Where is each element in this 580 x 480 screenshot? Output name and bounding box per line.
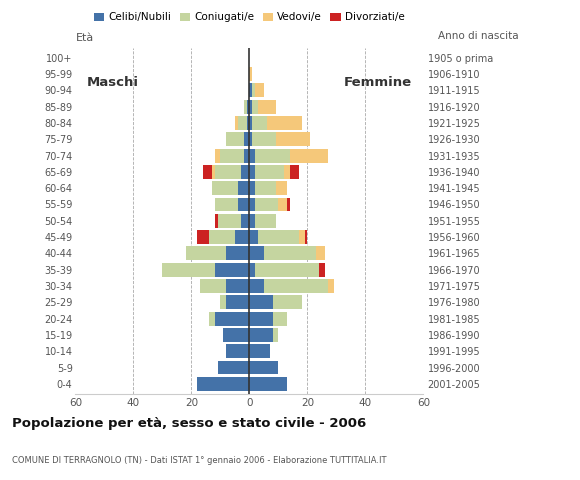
Bar xyxy=(223,328,249,342)
Bar xyxy=(273,328,278,342)
Text: Popolazione per età, sesso e stato civile - 2006: Popolazione per età, sesso e stato civil… xyxy=(12,417,366,430)
Bar xyxy=(249,360,278,374)
Bar xyxy=(252,116,267,130)
Bar xyxy=(249,165,255,179)
Bar xyxy=(215,263,249,276)
Bar xyxy=(226,295,249,309)
Bar xyxy=(264,246,316,260)
Bar xyxy=(244,149,249,163)
Bar xyxy=(255,84,264,97)
Bar xyxy=(258,230,299,244)
Text: Femmine: Femmine xyxy=(344,76,412,89)
Bar xyxy=(244,132,249,146)
Legend: Celibi/Nubili, Coniugati/e, Vedovi/e, Divorziati/e: Celibi/Nubili, Coniugati/e, Vedovi/e, Di… xyxy=(90,8,409,26)
Bar xyxy=(220,149,244,163)
Bar xyxy=(290,149,328,163)
Bar xyxy=(197,377,249,391)
Bar xyxy=(273,295,302,309)
Bar xyxy=(249,181,255,195)
Bar xyxy=(203,165,212,179)
Bar xyxy=(255,165,284,179)
Bar xyxy=(246,100,249,114)
Bar xyxy=(218,214,241,228)
Bar xyxy=(249,230,258,244)
Bar xyxy=(252,100,258,114)
Bar xyxy=(284,165,290,179)
Bar xyxy=(235,230,249,244)
Bar xyxy=(249,246,264,260)
Bar xyxy=(267,116,302,130)
Text: Maschi: Maschi xyxy=(87,76,139,89)
Bar xyxy=(273,312,287,325)
Bar xyxy=(249,377,287,391)
Bar xyxy=(241,165,249,179)
Bar xyxy=(220,295,226,309)
Bar xyxy=(226,279,249,293)
Bar xyxy=(246,116,249,130)
Bar xyxy=(212,181,238,195)
Bar xyxy=(218,360,249,374)
Bar xyxy=(276,132,310,146)
Bar xyxy=(215,214,218,228)
Bar xyxy=(226,132,244,146)
Bar xyxy=(249,279,264,293)
Bar xyxy=(249,214,255,228)
Bar xyxy=(238,198,249,211)
Bar xyxy=(186,246,226,260)
Bar xyxy=(255,181,276,195)
Bar xyxy=(215,149,220,163)
Text: COMUNE DI TERRAGNOLO (TN) - Dati ISTAT 1° gennaio 2006 - Elaborazione TUTTITALIA: COMUNE DI TERRAGNOLO (TN) - Dati ISTAT 1… xyxy=(12,456,386,465)
Bar xyxy=(255,263,319,276)
Bar xyxy=(316,246,325,260)
Bar xyxy=(299,230,304,244)
Bar xyxy=(258,100,276,114)
Bar xyxy=(162,263,215,276)
Bar xyxy=(249,116,252,130)
Text: Età: Età xyxy=(75,33,93,43)
Bar xyxy=(287,198,290,211)
Bar xyxy=(249,328,273,342)
Bar xyxy=(244,100,246,114)
Bar xyxy=(319,263,325,276)
Bar xyxy=(197,230,209,244)
Bar xyxy=(276,181,287,195)
Bar xyxy=(215,198,238,211)
Bar xyxy=(249,67,252,81)
Bar xyxy=(209,312,215,325)
Bar xyxy=(249,149,255,163)
Bar xyxy=(249,295,273,309)
Bar xyxy=(304,230,307,244)
Bar xyxy=(278,198,287,211)
Bar xyxy=(241,214,249,228)
Bar xyxy=(215,165,241,179)
Bar xyxy=(255,214,276,228)
Bar xyxy=(290,165,299,179)
Bar xyxy=(215,312,249,325)
Bar xyxy=(249,100,252,114)
Bar xyxy=(255,149,290,163)
Bar xyxy=(249,312,273,325)
Bar xyxy=(226,344,249,358)
Bar xyxy=(252,132,276,146)
Bar xyxy=(209,230,235,244)
Bar xyxy=(238,181,249,195)
Bar xyxy=(264,279,328,293)
Bar xyxy=(249,132,252,146)
Bar xyxy=(249,344,270,358)
Bar xyxy=(249,198,255,211)
Bar xyxy=(226,246,249,260)
Bar xyxy=(255,198,278,211)
Bar xyxy=(212,165,215,179)
Bar xyxy=(235,116,238,130)
Bar xyxy=(238,116,246,130)
Bar xyxy=(252,84,255,97)
Bar xyxy=(200,279,226,293)
Bar xyxy=(249,84,252,97)
Text: Anno di nascita: Anno di nascita xyxy=(438,31,519,41)
Bar xyxy=(328,279,334,293)
Bar xyxy=(249,263,255,276)
